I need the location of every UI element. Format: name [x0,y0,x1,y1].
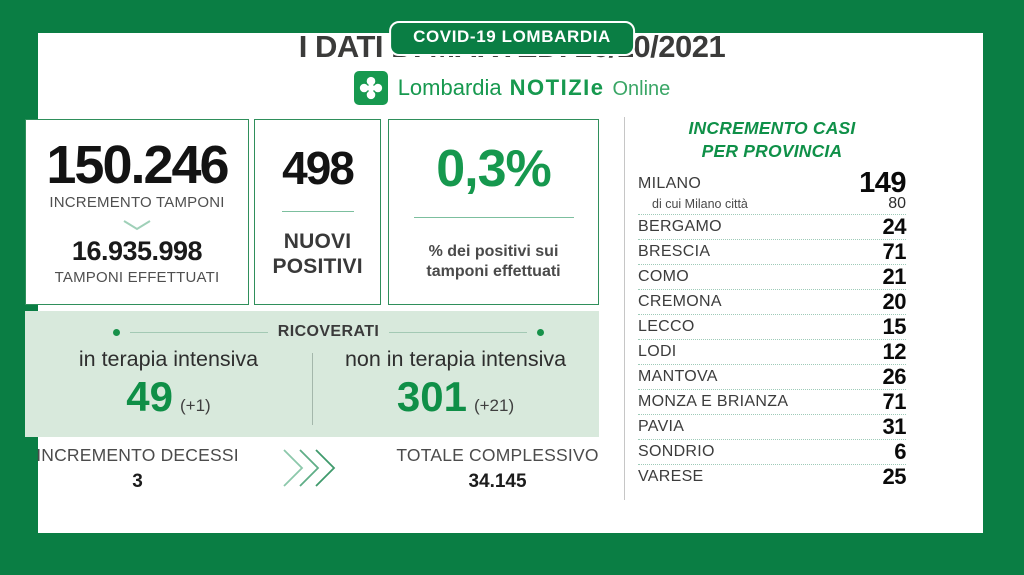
logo-text: Lombardia NOTIZIe Online [398,75,671,101]
vertical-divider [624,117,625,500]
divider-line [281,211,354,213]
terapia-intensiva-value: 49 [126,373,173,420]
provinces-list: MILANO 149 di cui Milano città 80 BERGAM… [638,167,907,490]
province-value: 21 [882,263,907,289]
province-value: 24 [882,213,907,239]
table-row: PAVIA 31 [638,413,907,440]
province-value: 6 [894,438,906,464]
logo-suffix: Online [612,78,671,100]
nuovi-positivi-label: NUOVI POSITIVI [272,230,363,278]
province-value: 71 [882,388,907,414]
province-label: VARESE [638,468,704,485]
incremento-tamponi-value: 150.246 [46,135,229,196]
non-terapia-intensiva-value: 301 [396,373,467,420]
province-value: 71 [882,238,907,264]
province-label: LECCO [638,317,695,335]
header-rule [389,331,528,333]
milano-city-label: di cui Milano città [652,197,748,211]
header-badge: COVID-19 LOMBARDIA [389,21,635,56]
provinces-title: INCREMENTO CASI PER PROVINCIA [638,117,906,163]
logo-region: Lombardia [397,75,502,100]
incremento-decessi-label: INCREMENTO DECESSI [36,445,239,465]
positivity-label: % dei positivi sui tamponi effettuati [426,242,561,280]
terapia-intensiva-label: in terapia intensiva [78,347,259,371]
tamponi-effettuati-label: TAMPONI EFFETTUATI [54,268,220,286]
bullet-dot-icon [537,328,545,336]
terapia-intensiva-delta: (+1) [180,396,211,415]
table-row: BERGAMO 24 [638,213,907,240]
table-row: COMO 21 [638,263,907,290]
bullet-dot-icon [113,328,120,336]
table-row-milano: MILANO 149 di cui Milano città 80 [638,167,906,215]
ricoverati-header: RICOVERATI [113,323,545,340]
tamponi-box: 150.246 INCREMENTO TAMPONI 16.935.998 TA… [25,119,249,305]
province-value: 20 [882,288,907,314]
provinces-panel: INCREMENTO CASI PER PROVINCIA MILANO 149… [638,117,907,490]
incremento-tamponi-label: INCREMENTO TAMPONI [49,194,225,212]
table-row: VARESE 25 [638,464,907,490]
vertical-divider [312,353,313,425]
table-row: CREMONA 20 [638,288,907,315]
province-label: CREMONA [638,292,722,310]
province-value: 26 [882,363,907,389]
province-label: BERGAMO [638,217,722,235]
divider-line [413,216,574,218]
province-label: COMO [638,267,689,285]
header-rule [130,331,268,333]
table-row: BRESCIA 71 [638,238,907,265]
province-label: PAVIA [638,417,685,435]
ricoverati-title: RICOVERATI [277,323,380,340]
province-label: MILANO [638,174,702,192]
provinces-title-line1: INCREMENTO CASI [688,118,856,138]
province-label: MONZA E BRIANZA [638,392,789,410]
table-row: LODI 12 [638,338,907,365]
province-value: 25 [882,464,907,489]
logo-brand: NOTIZIe [509,75,605,100]
province-label: BRESCIA [638,242,711,260]
positivity-value: 0,3% [436,139,552,198]
table-row: LECCO 15 [638,313,907,340]
table-row: MONZA E BRIANZA 71 [638,388,907,415]
province-value: 31 [882,413,907,439]
non-terapia-intensiva-block: non in terapia intensiva 301 (+21) [312,347,599,418]
totale-complessivo-value: 34.145 [468,471,527,492]
totale-complessivo-label: TOTALE COMPLESSIVO [396,445,599,465]
non-terapia-intensiva-label: non in terapia intensiva [344,347,567,371]
ricoverati-panel: RICOVERATI in terapia intensiva 49 (+1) … [25,311,599,437]
incremento-decessi-block: INCREMENTO DECESSI 3 [35,445,240,493]
totale-complessivo-block: TOTALE COMPLESSIVO 34.145 [395,445,600,493]
rosa-camuna-icon [353,71,388,105]
province-label: LODI [638,342,677,360]
provinces-title-line2: PER PROVINCIA [701,140,843,161]
terapia-intensiva-block: in terapia intensiva 49 (+1) [25,347,312,418]
lombardia-notizie-logo: Lombardia NOTIZIe Online [0,70,1024,106]
positivity-box: 0,3% % dei positivi sui tamponi effettua… [388,119,599,305]
province-value: 149 [859,167,906,199]
nuovi-positivi-box: 498 NUOVI POSITIVI [254,119,381,305]
tamponi-effettuati-value: 16.935.998 [71,236,203,267]
province-label: SONDRIO [638,442,715,460]
province-value: 15 [882,313,907,339]
table-row: SONDRIO 6 [638,438,906,465]
nuovi-positivi-value: 498 [282,142,355,195]
province-value: 12 [882,338,907,364]
incremento-decessi-value: 3 [132,471,143,492]
table-row: MANTOVA 26 [638,363,907,390]
chevron-down-icon [122,219,152,231]
milano-city-value: 80 [888,195,906,212]
province-label: MANTOVA [638,367,718,385]
triple-chevron-icon [278,445,342,491]
non-terapia-intensiva-delta: (+21) [473,396,515,415]
